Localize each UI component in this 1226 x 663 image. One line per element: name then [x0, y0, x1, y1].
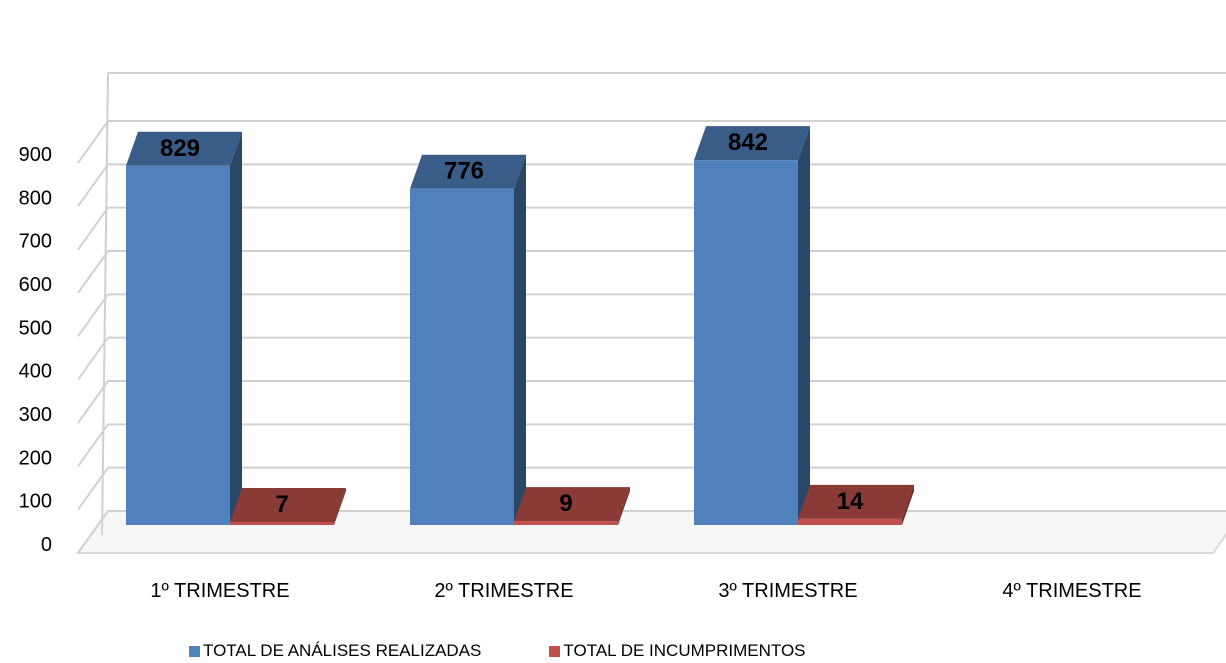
x-tick-label: 4º TRIMESTRE	[1002, 580, 1141, 602]
legend-swatch-incumprimentos	[549, 645, 561, 657]
bar-top-0-1	[410, 154, 526, 189]
y-tick-label: 0	[41, 534, 52, 556]
bar-top-0-0	[126, 131, 242, 166]
bar-1-2	[798, 518, 902, 525]
bar-0-0	[126, 165, 230, 525]
y-tick-label: 200	[19, 447, 52, 469]
gridline-side	[77, 337, 109, 381]
gridlines	[76, 72, 1226, 554]
x-tick-label: 3º TRIMESTRE	[718, 580, 857, 602]
y-tick-label: 600	[19, 274, 52, 296]
bar-1-0	[230, 521, 334, 525]
y-axis: 0 100 200 300 400 500 600 700 800 900	[19, 144, 52, 556]
data-label-0-0: 829	[160, 135, 200, 162]
data-label-0-2: 842	[728, 129, 768, 156]
bars: 829 7 776 9 842 14	[126, 126, 914, 525]
bar-top-1-0	[230, 487, 346, 522]
y-tick-label: 100	[19, 491, 52, 513]
legend-swatch-analises	[189, 645, 200, 657]
y-tick-label: 900	[19, 144, 52, 166]
bar-1-1	[514, 521, 618, 525]
y-tick-label: 500	[19, 317, 52, 339]
y-tick-label: 700	[19, 231, 52, 253]
bar-top-1-2	[798, 484, 914, 519]
bar-side-1-2	[902, 484, 914, 525]
gridline-side	[77, 163, 109, 207]
legend: TOTAL DE ANÁLISES REALIZADAS TOTAL DE IN…	[189, 641, 874, 661]
bar-side-0-0	[230, 131, 242, 525]
bar-0-1	[410, 188, 514, 525]
bar-side-1-0	[334, 487, 346, 525]
bar-top-0-2	[694, 126, 810, 161]
y-tick-label: 400	[19, 361, 52, 383]
legend-item-incumprimentos: TOTAL DE INCUMPRIMENTOS	[549, 641, 806, 661]
x-tick-label: 2º TRIMESTRE	[434, 580, 573, 602]
bar-side-0-1	[514, 154, 526, 525]
gridline-side	[77, 250, 109, 294]
legend-label-incumprimentos: TOTAL DE INCUMPRIMENTOS	[563, 641, 806, 660]
gridline-side	[77, 207, 109, 251]
legend-label-analises: TOTAL DE ANÁLISES REALIZADAS	[203, 641, 482, 660]
bar-top-1-1	[514, 487, 630, 522]
legend-item-analises: TOTAL DE ANÁLISES REALIZADAS	[189, 641, 481, 661]
bar-0-2	[694, 160, 798, 525]
bar-side-0-2	[798, 126, 810, 525]
gridline-side	[77, 293, 109, 337]
x-tick-label: 1º TRIMESTRE	[150, 580, 289, 602]
side-wall-edge	[101, 72, 109, 536]
data-label-1-0: 7	[275, 491, 288, 518]
bar-side-1-1	[618, 487, 630, 525]
data-label-0-1: 776	[444, 158, 484, 185]
y-tick-label: 800	[19, 187, 52, 209]
data-label-1-2: 14	[837, 488, 864, 515]
data-label-1-1: 9	[559, 490, 572, 517]
x-axis: 1º TRIMESTRE 2º TRIMESTRE 3º TRIMESTRE 4º T…	[150, 580, 1141, 602]
y-tick-label: 300	[19, 404, 52, 426]
gridline-side	[77, 120, 109, 164]
